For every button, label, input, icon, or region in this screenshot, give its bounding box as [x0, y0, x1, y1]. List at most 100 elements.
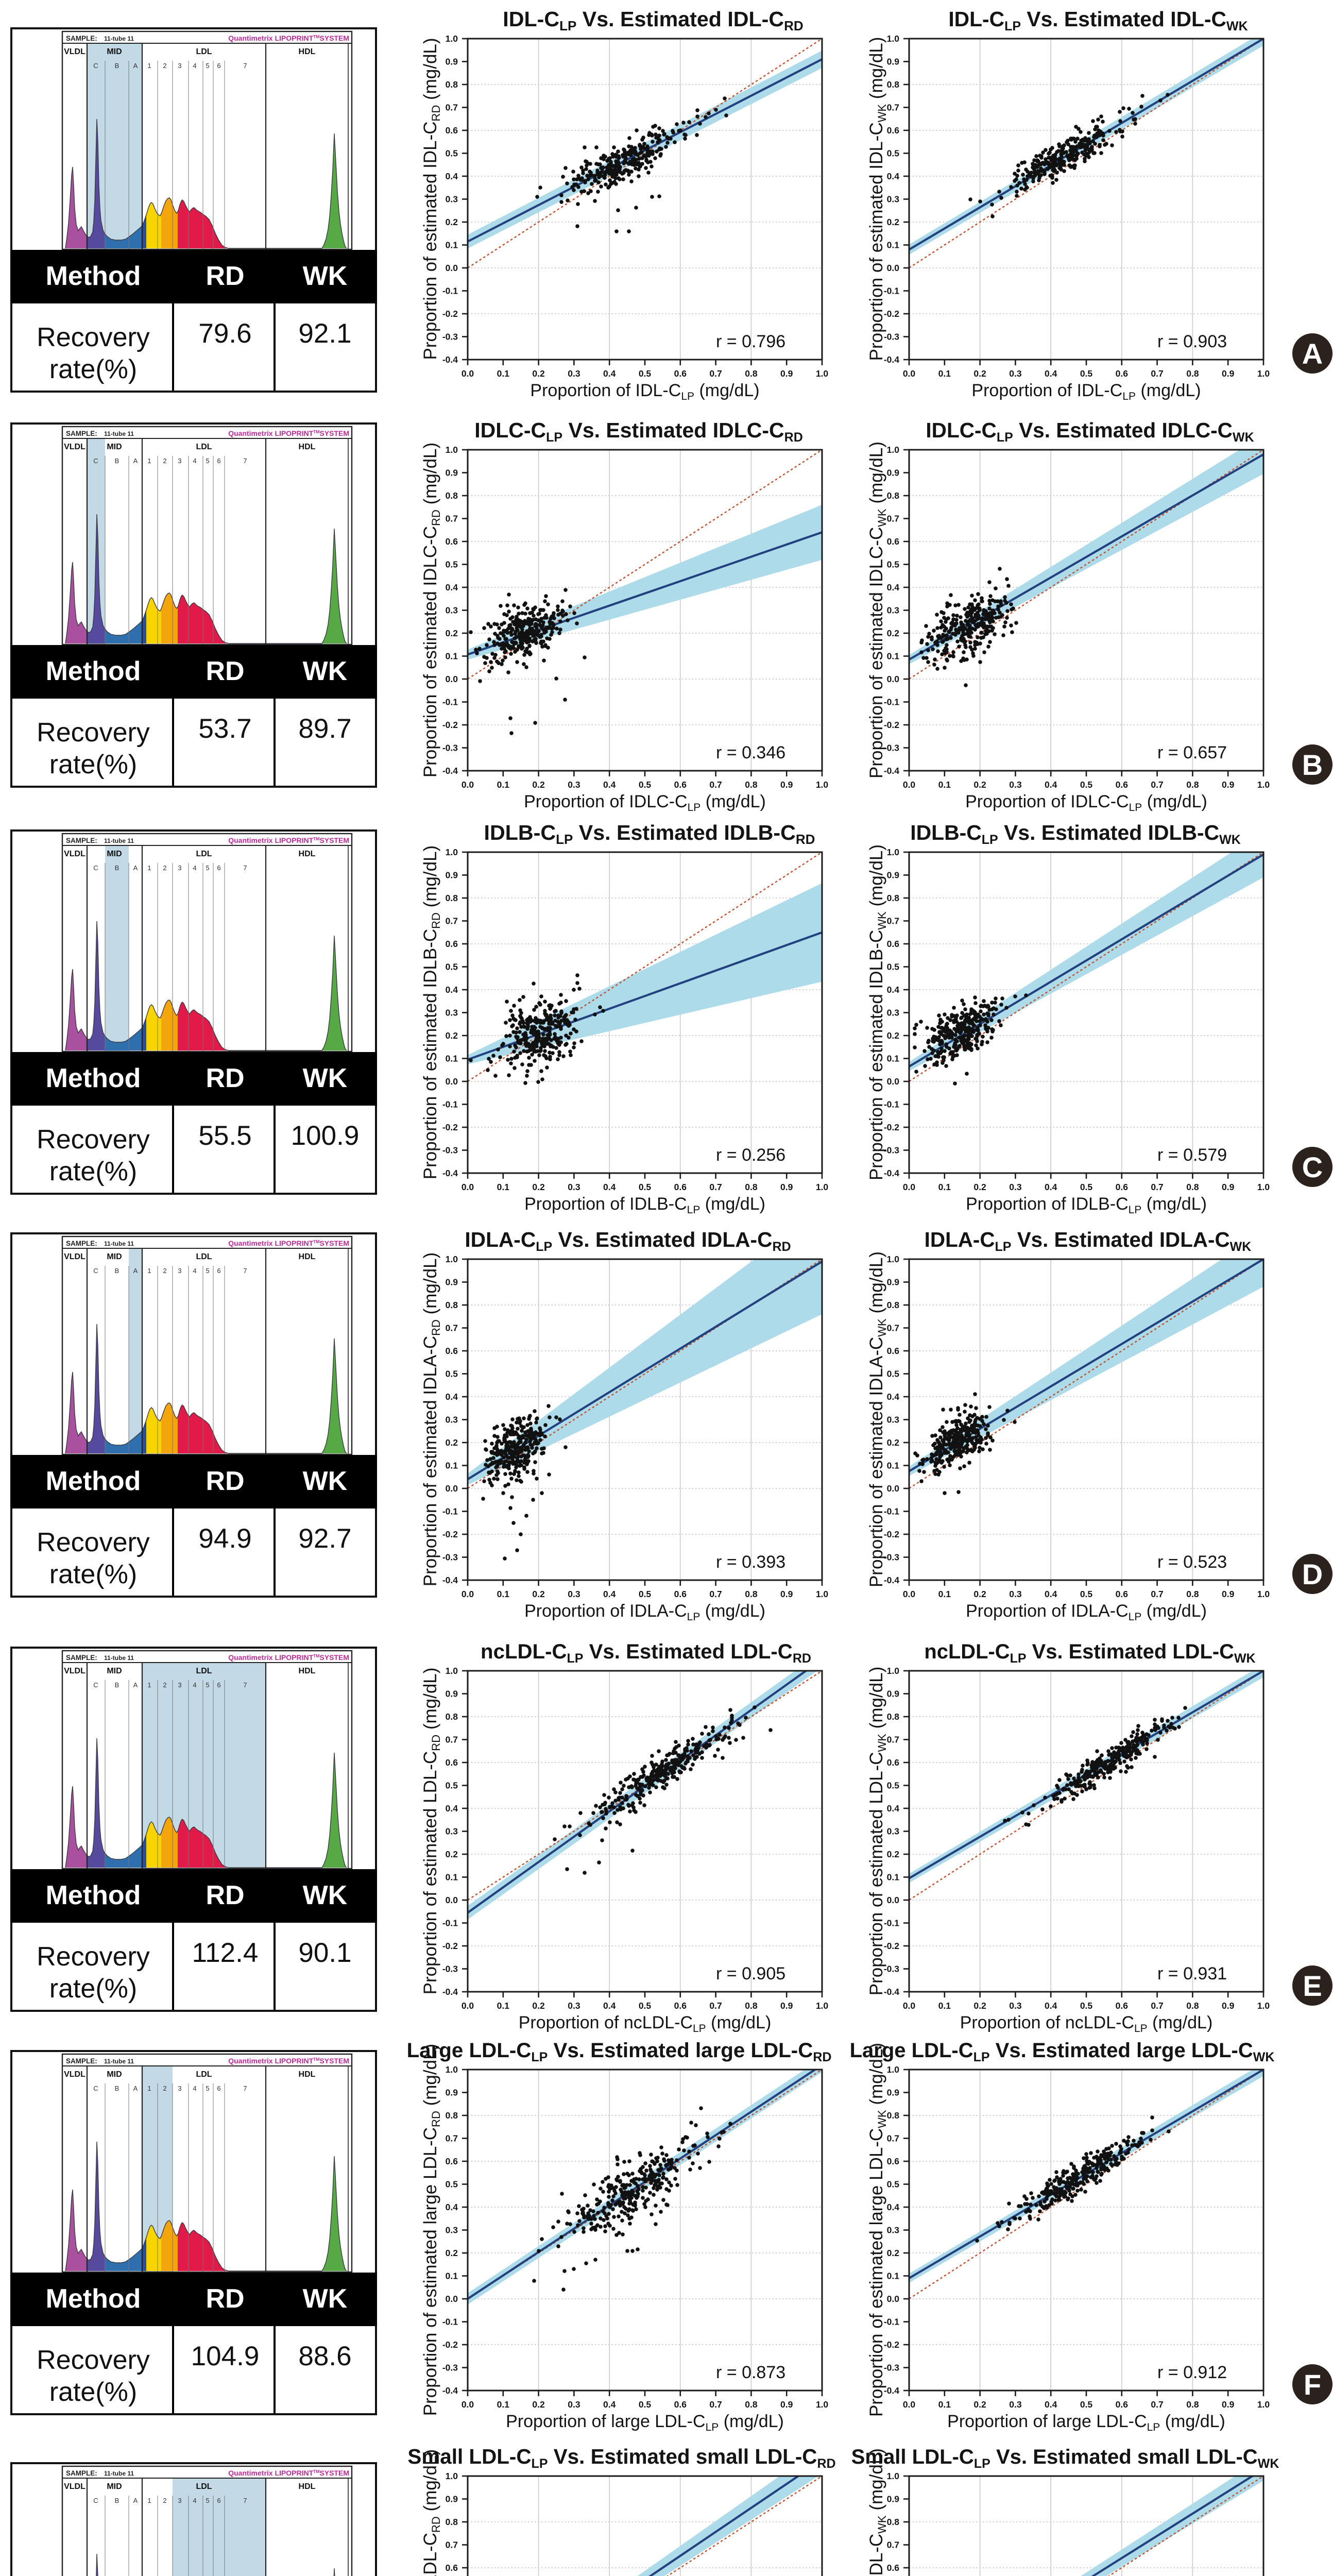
svg-text:-0.4: -0.4	[442, 2385, 458, 2396]
svg-text:0.6: 0.6	[446, 2156, 458, 2166]
svg-text:0.8: 0.8	[1186, 2001, 1199, 2011]
svg-text:Proportion of IDLA-CLP​ (mg/dL: Proportion of IDLA-CLP​ (mg/dL)	[524, 1601, 765, 1623]
svg-text:0.2: 0.2	[446, 1849, 458, 1859]
svg-text:2: 2	[163, 1267, 166, 1275]
svg-text:Proportion of IDLC-CLP​ (mg/dL: Proportion of IDLC-CLP​ (mg/dL)	[965, 792, 1207, 814]
svg-text:0.2: 0.2	[532, 1182, 545, 1192]
svg-text:Proportion of estimated IDL-CR: Proportion of estimated IDL-CRD​ (mg/dL)	[420, 38, 442, 360]
svg-text:rate(%): rate(%)	[49, 1974, 137, 2004]
svg-text:0.3: 0.3	[568, 1182, 580, 1192]
svg-text:A: A	[133, 2497, 138, 2504]
svg-text:-0.1: -0.1	[442, 2317, 458, 2327]
svg-text:-0.1: -0.1	[442, 1918, 458, 1928]
svg-text:0.0: 0.0	[446, 1483, 458, 1494]
svg-text:0.4: 0.4	[1045, 2399, 1057, 2410]
svg-text:MID: MID	[107, 443, 122, 451]
svg-text:WK: WK	[303, 1880, 348, 1910]
svg-text:-0.2: -0.2	[884, 720, 899, 730]
svg-text:IDLC-CLP​ Vs. Estimated IDLC-C: IDLC-CLP​ Vs. Estimated IDLC-CRD​	[474, 418, 803, 445]
svg-text:Proportion of estimated IDLB-C: Proportion of estimated IDLB-CRD​ (mg/dL…	[420, 845, 442, 1179]
svg-text:0.0: 0.0	[462, 1589, 474, 1599]
svg-text:Proportion of IDLB-CLP​ (mg/dL: Proportion of IDLB-CLP​ (mg/dL)	[524, 1194, 765, 1216]
svg-text:IDLA-CLP​ Vs. Estimated IDLA-C: IDLA-CLP​ Vs. Estimated IDLA-CRD​	[465, 1228, 791, 1254]
svg-text:112.4: 112.4	[192, 1938, 259, 1968]
svg-text:0.2: 0.2	[973, 779, 986, 790]
svg-text:0.1: 0.1	[938, 368, 951, 379]
svg-text:0.0: 0.0	[462, 779, 474, 790]
svg-text:0.1: 0.1	[446, 651, 458, 662]
svg-text:0.4: 0.4	[603, 2399, 616, 2410]
svg-text:B: B	[115, 62, 119, 70]
svg-text:0.4: 0.4	[1045, 2001, 1057, 2011]
svg-text:-0.2: -0.2	[442, 309, 458, 319]
svg-text:IDLA-CLP​ Vs. Estimated IDLA-C: IDLA-CLP​ Vs. Estimated IDLA-CWK​	[925, 1228, 1252, 1254]
svg-text:0.3: 0.3	[887, 1008, 900, 1018]
svg-text:0.5: 0.5	[1080, 1182, 1093, 1192]
svg-text:0.4: 0.4	[887, 171, 900, 181]
svg-text:0.4: 0.4	[887, 985, 900, 995]
svg-text:0.2: 0.2	[973, 1182, 986, 1192]
svg-text:0.7: 0.7	[1151, 1589, 1163, 1599]
svg-text:1: 1	[147, 62, 151, 70]
svg-text:Proportion of estimated large: Proportion of estimated large LDL-CRD​ (…	[420, 2044, 442, 2416]
svg-text:Quantimetrix LIPOPRINTTMSYSTEM: Quantimetrix LIPOPRINTTMSYSTEM	[228, 1653, 349, 1662]
svg-text:0.9: 0.9	[1222, 1182, 1235, 1192]
svg-text:0.0: 0.0	[462, 2399, 474, 2410]
svg-text:LDL: LDL	[196, 2070, 212, 2079]
svg-text:-0.2: -0.2	[442, 2340, 458, 2350]
svg-text:6: 6	[217, 1267, 220, 1275]
svg-text:0.7: 0.7	[446, 1735, 458, 1745]
svg-text:0.8: 0.8	[745, 1589, 758, 1599]
svg-text:C: C	[93, 1267, 98, 1275]
svg-text:LDL: LDL	[196, 850, 212, 858]
svg-text:-0.4: -0.4	[884, 766, 899, 776]
svg-text:0.7: 0.7	[446, 514, 458, 524]
svg-text:0.6: 0.6	[674, 1589, 687, 1599]
svg-text:Method: Method	[46, 261, 141, 291]
svg-text:C: C	[93, 2497, 98, 2504]
svg-text:0.5: 0.5	[446, 962, 458, 972]
svg-text:0.7: 0.7	[446, 2133, 458, 2144]
svg-text:Proportion of estimated small: Proportion of estimated small LDL-CWK​ (…	[866, 2448, 888, 2576]
svg-text:0.9: 0.9	[780, 2399, 793, 2410]
svg-text:0.8: 0.8	[1186, 1182, 1199, 1192]
svg-text:0.2: 0.2	[973, 2399, 986, 2410]
svg-text:C: C	[1302, 1151, 1323, 1183]
svg-text:0.8: 0.8	[446, 1300, 458, 1310]
svg-text:r = 0.796: r = 0.796	[716, 332, 785, 351]
svg-text:0.1: 0.1	[938, 1589, 951, 1599]
svg-text:Proportion of estimated IDLC-C: Proportion of estimated IDLC-CRD​ (mg/dL…	[420, 443, 442, 777]
svg-text:E: E	[1303, 1970, 1322, 2002]
svg-text:0.0: 0.0	[462, 2001, 474, 2011]
svg-text:r = 0.256: r = 0.256	[716, 1145, 785, 1165]
svg-text:0.4: 0.4	[446, 985, 458, 995]
svg-text:0.6: 0.6	[446, 939, 458, 949]
svg-text:Recovery: Recovery	[37, 718, 150, 748]
svg-text:0.5: 0.5	[887, 2179, 900, 2190]
svg-text:0.4: 0.4	[446, 1392, 458, 1402]
svg-text:WK: WK	[303, 261, 348, 291]
svg-text:0.0: 0.0	[903, 779, 916, 790]
svg-text:B: B	[115, 2084, 119, 2092]
svg-text:Proportion of IDLC-CLP​ (mg/dL: Proportion of IDLC-CLP​ (mg/dL)	[524, 792, 766, 814]
svg-text:0.7: 0.7	[709, 2001, 722, 2011]
svg-text:2: 2	[163, 457, 166, 465]
svg-text:Proportion of estimated IDLC-C: Proportion of estimated IDLC-CWK​ (mg/dL…	[866, 442, 888, 778]
svg-text:0.2: 0.2	[973, 368, 986, 379]
svg-text:0.2: 0.2	[973, 1589, 986, 1599]
svg-text:Recovery: Recovery	[37, 323, 150, 352]
svg-text:LDL: LDL	[196, 2482, 212, 2491]
svg-text:-0.2: -0.2	[442, 720, 458, 730]
svg-text:0.3: 0.3	[568, 2001, 580, 2011]
svg-text:0.9: 0.9	[446, 870, 458, 880]
svg-text:1.0: 1.0	[446, 2064, 458, 2075]
svg-text:0.1: 0.1	[446, 240, 458, 250]
svg-text:IDL-CLP​ Vs. Estimated IDL-CWK: IDL-CLP​ Vs. Estimated IDL-CWK​	[948, 7, 1247, 33]
svg-text:0.4: 0.4	[446, 171, 458, 181]
svg-text:0.8: 0.8	[446, 2110, 458, 2121]
svg-text:0.3: 0.3	[1009, 368, 1022, 379]
svg-text:-0.3: -0.3	[884, 2363, 899, 2373]
svg-text:1: 1	[147, 457, 151, 465]
svg-text:0.7: 0.7	[709, 368, 722, 379]
svg-text:1: 1	[147, 864, 151, 872]
